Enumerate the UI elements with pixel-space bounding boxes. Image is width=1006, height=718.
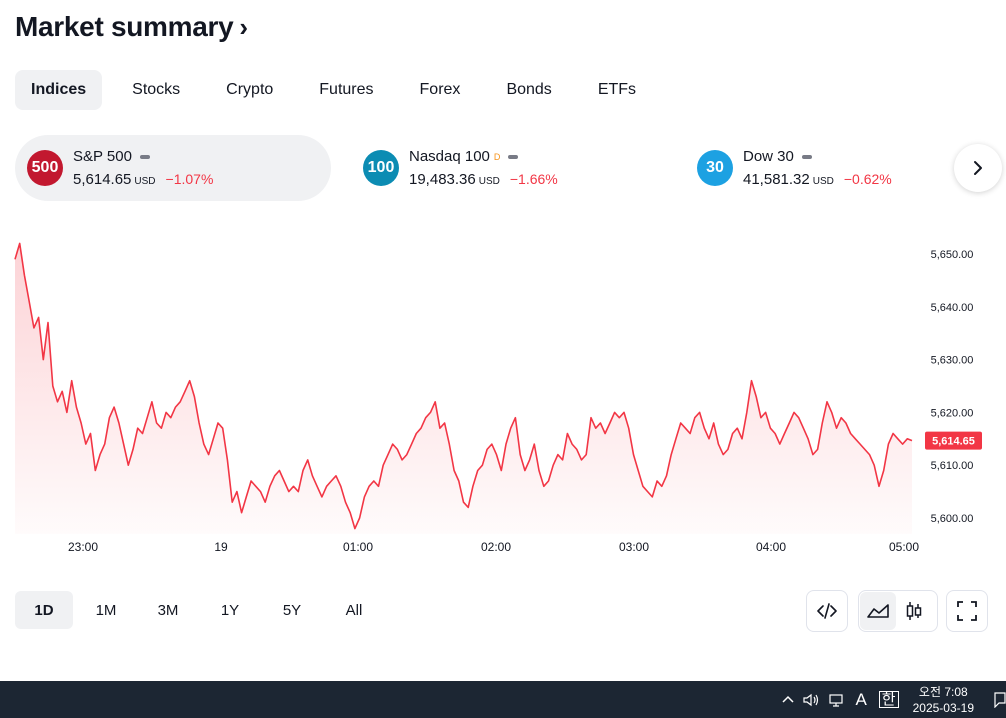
- tab-futures[interactable]: Futures: [319, 81, 374, 98]
- tab-etfs[interactable]: ETFs: [597, 81, 637, 98]
- candlestick-icon: [906, 602, 922, 620]
- dash-icon: [139, 154, 150, 159]
- chevron-right-icon: ›: [239, 12, 248, 42]
- time-range-selector: 1D 1M 3M 1Y 5Y All: [15, 591, 387, 629]
- dow30-logo: 30: [697, 150, 733, 186]
- volume-icon[interactable]: [803, 693, 821, 707]
- ime-language-indicator[interactable]: 한: [878, 691, 899, 708]
- price-chart[interactable]: 5,650.00 5,640.00 5,630.00 5,620.00 5,610.00…: [0, 230, 1006, 570]
- notification-icon[interactable]: [994, 691, 1006, 708]
- ticker-price: 19,483.36: [409, 171, 476, 188]
- dash-icon: [508, 154, 519, 159]
- sp500-logo: 500: [27, 150, 63, 186]
- ticker-nasdaq100[interactable]: 100 Nasdaq 100 D 19,483.36 USD −1.66%: [361, 135, 663, 201]
- ticker-carousel: 500 S&P 500 5,614.65 USD −1.07% 100 Nasd…: [15, 135, 1006, 201]
- y-tick-label: 5,640.00: [931, 302, 974, 314]
- x-tick-label: 05:00: [889, 540, 919, 554]
- range-3m[interactable]: 3M: [157, 601, 179, 619]
- range-all[interactable]: All: [345, 601, 363, 619]
- x-tick-label: 19: [214, 540, 228, 554]
- last-price-marker: [925, 431, 982, 450]
- ticker-dow30[interactable]: 30 Dow 30 41,581.32 USD −0.62%: [695, 135, 937, 201]
- y-tick-label: 5,610.00: [931, 460, 974, 472]
- fullscreen-icon: [957, 601, 977, 621]
- market-summary-title[interactable]: Market summary ›: [15, 10, 248, 43]
- category-tabs: Indices Stocks Crypto Futures Forex Bond…: [15, 70, 666, 110]
- ticker-change: −0.62%: [843, 171, 892, 187]
- ticker-change: −1.66%: [509, 171, 558, 187]
- y-tick-label: 5,650.00: [931, 249, 974, 261]
- clock-date: 2025-03-19: [912, 700, 974, 715]
- range-1m[interactable]: 1M: [95, 601, 117, 619]
- last-price-label: 5,614.65: [932, 436, 975, 448]
- y-tick-label: 5,630.00: [931, 355, 974, 367]
- dash-icon: [801, 154, 812, 159]
- page-title: Market summary: [15, 10, 234, 42]
- x-tick-label: 02:00: [481, 540, 511, 554]
- ticker-change: −1.07%: [165, 171, 214, 187]
- nasdaq100-logo: 100: [363, 150, 399, 186]
- code-icon: [817, 603, 837, 619]
- x-tick-label: 03:00: [619, 540, 649, 554]
- range-1d[interactable]: 1D: [15, 591, 73, 629]
- taskbar-clock[interactable]: 오전 7:08 2025-03-19: [913, 684, 974, 716]
- ticker-currency: USD: [478, 176, 500, 187]
- chevron-up-icon[interactable]: [781, 693, 795, 707]
- ticker-price: 41,581.32: [743, 171, 810, 188]
- tab-indices[interactable]: Indices: [15, 70, 103, 110]
- ticker-name: S&P 500: [73, 148, 132, 165]
- tab-bonds[interactable]: Bonds: [506, 81, 552, 98]
- range-1y[interactable]: 1Y: [220, 601, 240, 619]
- price-area-fill: [15, 243, 912, 534]
- tab-forex[interactable]: Forex: [419, 81, 461, 98]
- carousel-next-button[interactable]: [954, 144, 1002, 192]
- os-taskbar: A 한 오전 7:08 2025-03-19: [0, 681, 1006, 718]
- ticker-sp500[interactable]: 500 S&P 500 5,614.65 USD −1.07%: [15, 135, 331, 201]
- fullscreen-button[interactable]: [946, 590, 988, 632]
- chevron-right-icon: [974, 161, 982, 175]
- tab-crypto[interactable]: Crypto: [226, 81, 274, 98]
- embed-button[interactable]: [806, 590, 848, 632]
- x-tick-label: 01:00: [343, 540, 373, 554]
- ticker-price: 5,614.65: [73, 171, 132, 188]
- clock-time: 오전 7:08: [918, 684, 968, 699]
- area-chart-icon: [867, 604, 889, 618]
- range-5y[interactable]: 5Y: [282, 601, 302, 619]
- delayed-indicator: D: [493, 151, 501, 162]
- ticker-currency: USD: [812, 176, 834, 187]
- price-series-line: [14, 242, 913, 530]
- y-tick-label: 5,600.00: [931, 513, 974, 525]
- area-chart-button[interactable]: [860, 592, 896, 630]
- y-tick-label: 5,620.00: [931, 407, 974, 419]
- tab-stocks[interactable]: Stocks: [132, 81, 181, 98]
- chart-style-switch: [858, 590, 938, 632]
- ticker-currency: USD: [134, 176, 156, 187]
- system-tray: A 한 오전 7:08 2025-03-19: [781, 681, 1006, 718]
- x-tick-label: 04:00: [756, 540, 786, 554]
- network-icon[interactable]: [829, 693, 847, 707]
- ticker-name: Nasdaq 100: [409, 148, 490, 165]
- x-tick-label: 23:00: [68, 540, 98, 554]
- ime-mode-indicator[interactable]: A: [855, 689, 867, 709]
- ticker-name: Dow 30: [743, 148, 794, 165]
- candlestick-chart-button[interactable]: [896, 592, 932, 630]
